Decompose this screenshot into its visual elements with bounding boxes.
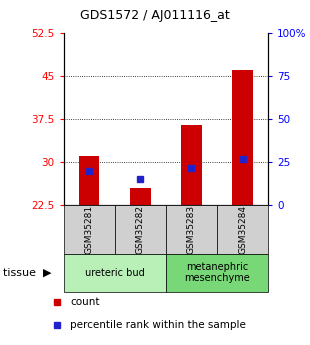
Bar: [115, 205, 166, 254]
Bar: [64, 205, 115, 254]
Text: ureteric bud: ureteric bud: [85, 268, 144, 277]
Bar: [181, 125, 202, 205]
Bar: [232, 70, 253, 205]
Bar: [64, 254, 166, 292]
Text: GDS1572 / AJ011116_at: GDS1572 / AJ011116_at: [80, 9, 230, 22]
Text: GSM35282: GSM35282: [136, 205, 145, 254]
Text: tissue  ▶: tissue ▶: [3, 268, 51, 277]
Bar: [130, 188, 151, 205]
Text: GSM35284: GSM35284: [238, 205, 247, 254]
Bar: [166, 254, 268, 292]
Text: metanephric
mesenchyme: metanephric mesenchyme: [184, 262, 250, 283]
Text: count: count: [70, 297, 100, 307]
Text: GSM35283: GSM35283: [187, 205, 196, 254]
Text: percentile rank within the sample: percentile rank within the sample: [70, 320, 246, 330]
Text: GSM35281: GSM35281: [85, 205, 94, 254]
Bar: [166, 205, 217, 254]
Bar: [217, 205, 268, 254]
Bar: [79, 156, 99, 205]
